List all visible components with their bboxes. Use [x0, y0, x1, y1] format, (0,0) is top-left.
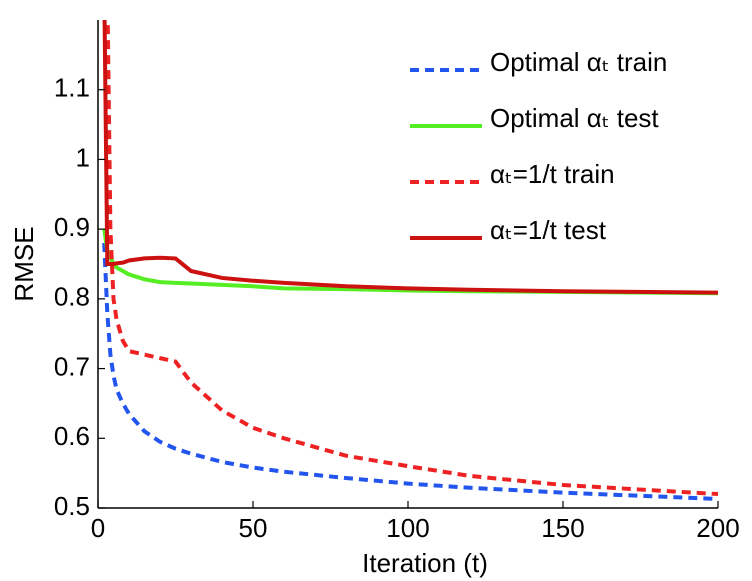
series-line [105, 20, 718, 497]
x-tick-label: 100 [386, 513, 429, 543]
legend-label: Optimal αₜ train [490, 47, 667, 77]
legend-label: αₜ=1/t train [490, 159, 615, 189]
y-tick-label: 0.7 [54, 351, 90, 381]
legend-label: Optimal αₜ test [490, 103, 659, 133]
y-tick-label: 1 [76, 142, 90, 172]
x-tick-label: 50 [239, 513, 268, 543]
legend-label: αₜ=1/t test [490, 215, 607, 245]
x-tick-label: 0 [91, 513, 105, 543]
y-axis-label: RMSE [9, 226, 39, 301]
y-tick-label: 0.5 [54, 491, 90, 521]
series-line [102, 20, 718, 295]
series-line [102, 242, 718, 501]
y-tick-label: 1.1 [54, 73, 90, 103]
y-tick-label: 0.8 [54, 282, 90, 312]
x-axis-label: Iteration (t) [362, 548, 488, 578]
y-tick-label: 0.9 [54, 212, 90, 242]
x-tick-label: 150 [541, 513, 584, 543]
x-tick-label: 200 [696, 513, 739, 543]
y-tick-label: 0.6 [54, 421, 90, 451]
plot-area [102, 20, 718, 501]
